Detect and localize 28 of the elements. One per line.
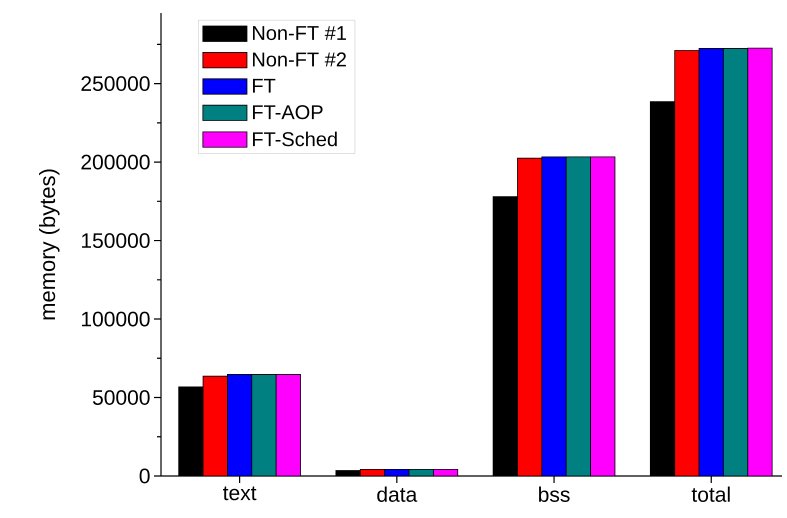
x-tick-label: total bbox=[692, 486, 730, 502]
bar bbox=[698, 48, 724, 476]
bar bbox=[541, 156, 567, 476]
x-tick-label: data bbox=[377, 486, 418, 502]
y-tick-label: 200000 bbox=[81, 154, 150, 170]
legend-label: FT-AOP bbox=[253, 105, 323, 120]
bar bbox=[674, 50, 700, 476]
bar bbox=[723, 48, 748, 476]
bar bbox=[276, 374, 301, 476]
bar bbox=[202, 376, 228, 476]
bar bbox=[747, 48, 773, 476]
bar bbox=[517, 158, 542, 476]
x-tick-label: text bbox=[223, 486, 256, 500]
bar bbox=[566, 156, 591, 476]
y-tick-label: 0 bbox=[140, 468, 150, 484]
legend-label: FT-Sched bbox=[253, 132, 337, 146]
y-tick-label: 100000 bbox=[82, 312, 150, 326]
legend-label: Non-FT #2 bbox=[253, 52, 346, 67]
legend-label: Non-FT #1 bbox=[253, 26, 346, 40]
x-tick-label: bss bbox=[539, 486, 570, 502]
y-tick-label: 250000 bbox=[81, 76, 150, 92]
y-tick-label: 50000 bbox=[92, 390, 150, 405]
bar bbox=[590, 156, 616, 476]
y-axis-title: memory (bytes) bbox=[39, 169, 60, 320]
bar bbox=[251, 374, 277, 476]
legend-label: FT bbox=[253, 78, 276, 93]
y-tick-label: 150000 bbox=[82, 233, 150, 248]
bar bbox=[227, 374, 252, 476]
